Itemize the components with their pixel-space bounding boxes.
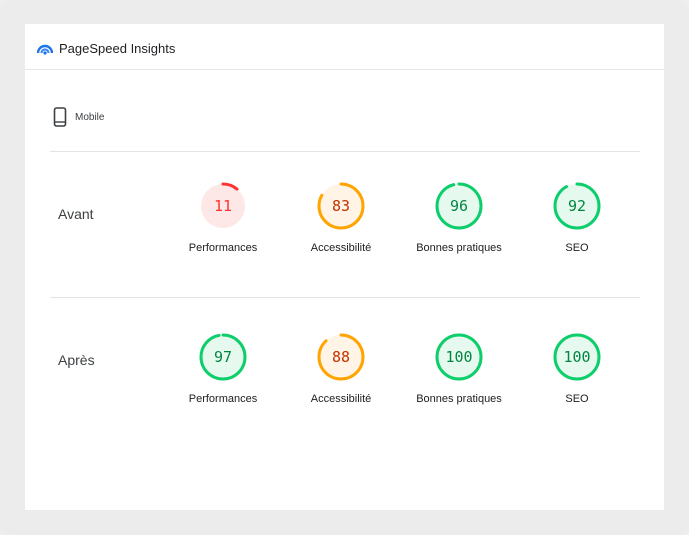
gauge-background <box>201 184 245 228</box>
gauge-background <box>555 184 599 228</box>
row-label-apres: Après <box>58 352 95 368</box>
gauge-arc <box>199 333 247 381</box>
score-value: 11 <box>213 197 233 215</box>
gauge-background <box>437 335 481 379</box>
score-value: 100 <box>563 348 591 366</box>
score-gauge-accessibilite[interactable]: 83 Accessibilité <box>291 181 391 254</box>
gauge-ring <box>435 182 483 230</box>
gauge-ring <box>199 182 247 230</box>
score-category-label: Accessibilité <box>310 242 372 254</box>
gauge-arc <box>317 182 365 230</box>
score-category-label: Bonnes pratiques <box>416 393 502 405</box>
score-value: 97 <box>213 348 233 366</box>
divider <box>50 297 640 298</box>
divider <box>50 151 640 152</box>
gauge-arc <box>553 333 601 381</box>
score-gauge-accessibilite[interactable]: 88 Accessibilité <box>291 332 391 405</box>
gauge-background <box>201 335 245 379</box>
app-title: PageSpeed Insights <box>59 41 176 56</box>
gauge-background <box>319 335 363 379</box>
gauge-ring <box>553 182 601 230</box>
gauge-background <box>555 335 599 379</box>
score-value: 92 <box>567 197 587 215</box>
device-label: Mobile <box>75 112 105 123</box>
gauge-arc <box>553 182 601 230</box>
score-value: 83 <box>331 197 351 215</box>
gauge-arc <box>317 333 365 381</box>
score-category-label: SEO <box>565 393 589 405</box>
score-gauge-seo[interactable]: 92 SEO <box>527 181 627 254</box>
row-label-avant: Avant <box>58 206 94 222</box>
score-category-label: Accessibilité <box>310 393 372 405</box>
score-gauge-bonnes-pratiques[interactable]: 100 Bonnes pratiques <box>409 332 509 405</box>
gauge-ring <box>199 333 247 381</box>
score-category-label: Performances <box>188 393 258 405</box>
mobile-phone-icon <box>53 107 67 127</box>
gauge-arc <box>435 333 483 381</box>
report-card: PageSpeed Insights Mobile Avant 11 Perfor… <box>25 24 664 510</box>
score-gauge-bonnes-pratiques[interactable]: 96 Bonnes pratiques <box>409 181 509 254</box>
score-category-label: SEO <box>565 242 589 254</box>
score-category-label: Performances <box>188 242 258 254</box>
gauge-arc <box>435 182 483 230</box>
score-gauge-seo[interactable]: 100 SEO <box>527 332 627 405</box>
score-value: 88 <box>331 348 351 366</box>
gauge-ring <box>435 333 483 381</box>
gauge-background <box>319 184 363 228</box>
score-gauge-performances[interactable]: 11 Performances <box>173 181 273 254</box>
gauge-ring <box>553 333 601 381</box>
gauge-background <box>437 184 481 228</box>
score-value: 100 <box>445 348 473 366</box>
score-gauge-performances[interactable]: 97 Performances <box>173 332 273 405</box>
app-header: PageSpeed Insights <box>25 24 664 70</box>
score-category-label: Bonnes pratiques <box>416 242 502 254</box>
gauge-ring <box>317 182 365 230</box>
score-value: 96 <box>449 197 469 215</box>
gauge-arc <box>199 182 247 230</box>
pagespeed-logo-icon <box>37 44 53 55</box>
gauge-ring <box>317 333 365 381</box>
